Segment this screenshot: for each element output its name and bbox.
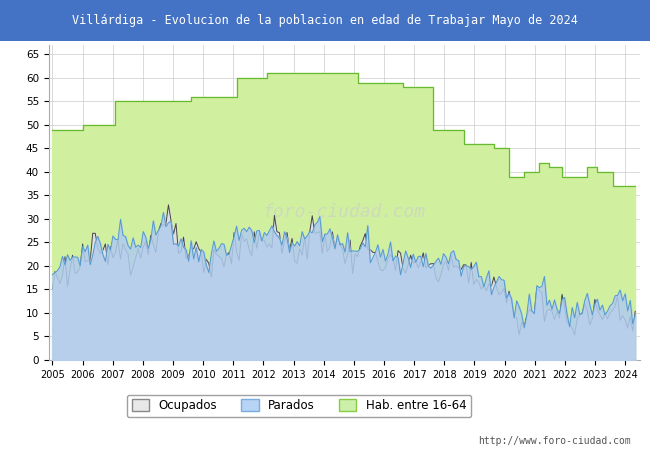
Text: Villárdiga - Evolucion de la poblacion en edad de Trabajar Mayo de 2024: Villárdiga - Evolucion de la poblacion e…	[72, 14, 578, 27]
Text: http://www.foro-ciudad.com: http://www.foro-ciudad.com	[478, 436, 630, 446]
Text: foro-ciudad.com: foro-ciudad.com	[263, 203, 426, 221]
Legend: Ocupados, Parados, Hab. entre 16-64: Ocupados, Parados, Hab. entre 16-64	[127, 395, 471, 417]
